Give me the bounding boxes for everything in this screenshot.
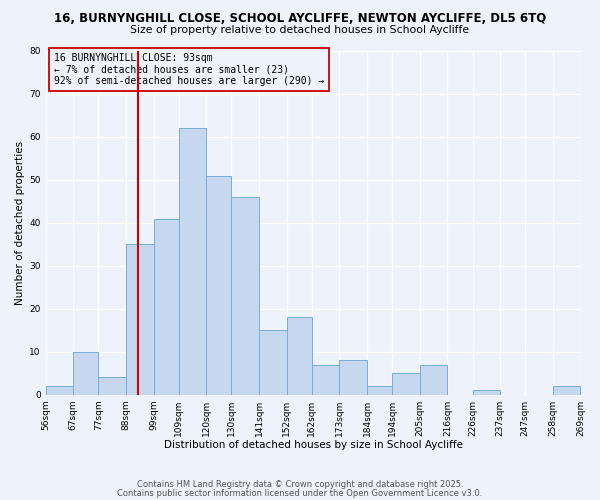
Text: 16, BURNYNGHILL CLOSE, SCHOOL AYCLIFFE, NEWTON AYCLIFFE, DL5 6TQ: 16, BURNYNGHILL CLOSE, SCHOOL AYCLIFFE, … — [54, 12, 546, 26]
Bar — [126, 244, 154, 394]
Bar — [232, 197, 259, 394]
Bar — [392, 373, 420, 394]
Text: Contains HM Land Registry data © Crown copyright and database right 2025.: Contains HM Land Registry data © Crown c… — [137, 480, 463, 489]
Text: Contains public sector information licensed under the Open Government Licence v3: Contains public sector information licen… — [118, 488, 482, 498]
Text: 16 BURNYNGHILL CLOSE: 93sqm
← 7% of detached houses are smaller (23)
92% of semi: 16 BURNYNGHILL CLOSE: 93sqm ← 7% of deta… — [53, 52, 324, 86]
Bar — [473, 390, 500, 394]
Bar — [154, 218, 179, 394]
Bar — [98, 378, 126, 394]
Bar — [206, 176, 232, 394]
Bar — [367, 386, 392, 394]
Bar — [46, 386, 73, 394]
Bar — [259, 330, 287, 394]
X-axis label: Distribution of detached houses by size in School Aycliffe: Distribution of detached houses by size … — [164, 440, 463, 450]
Y-axis label: Number of detached properties: Number of detached properties — [15, 140, 25, 305]
Bar — [179, 128, 206, 394]
Bar — [73, 352, 98, 395]
Text: Size of property relative to detached houses in School Aycliffe: Size of property relative to detached ho… — [130, 25, 470, 35]
Bar — [340, 360, 367, 394]
Bar — [287, 318, 312, 394]
Bar — [553, 386, 580, 394]
Bar — [312, 364, 340, 394]
Bar — [420, 364, 448, 394]
